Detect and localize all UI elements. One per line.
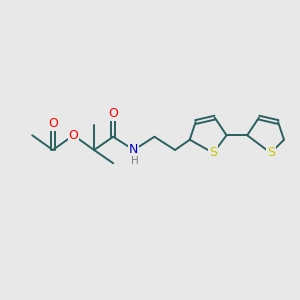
Text: O: O — [48, 117, 58, 130]
Text: O: O — [108, 107, 118, 120]
Text: H: H — [130, 156, 138, 166]
Text: S: S — [267, 146, 275, 159]
Text: O: O — [68, 129, 78, 142]
Text: N: N — [129, 143, 139, 157]
Text: S: S — [209, 146, 217, 159]
